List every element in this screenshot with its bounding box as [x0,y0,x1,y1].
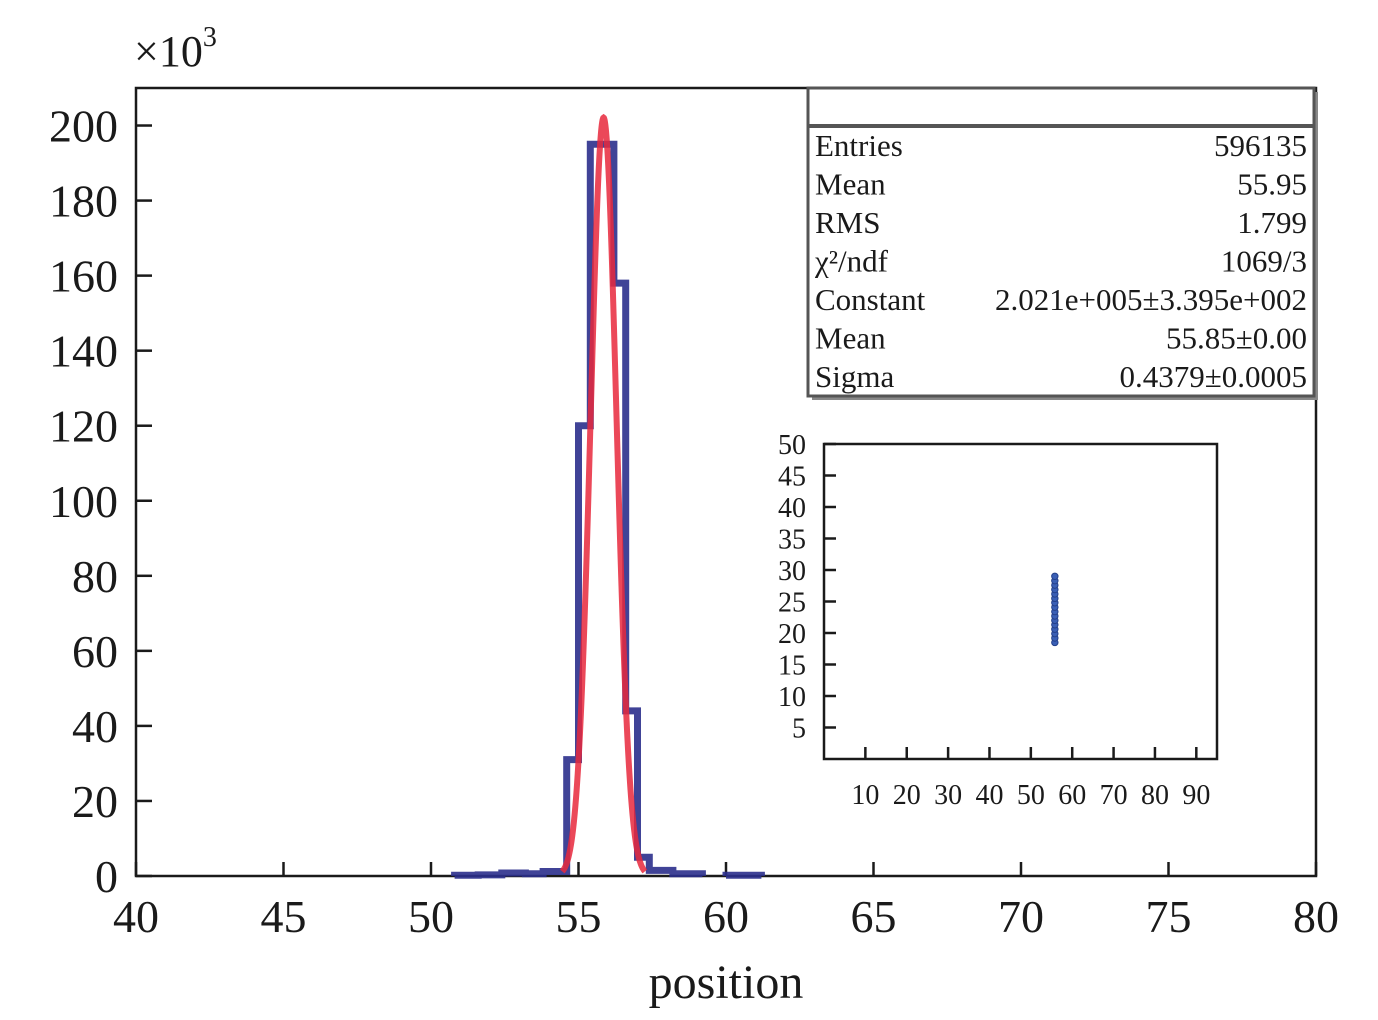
inset-x-tick-label: 40 [975,780,1003,811]
inset-y-tick-label: 20 [778,619,806,650]
y-tick-label: 20 [72,776,118,827]
y-tick-label: 120 [49,401,118,452]
inset-scatter-point [1051,572,1059,580]
y-tick-label: 40 [72,701,118,752]
fit-line [559,113,648,874]
stats-row-label: RMS [815,205,880,240]
x-tick-label: 60 [703,891,749,942]
x-axis-title: position [649,956,804,1009]
stats-box-frame [806,86,1316,398]
inset-y-tick-label: 15 [778,651,806,682]
stats-row-value: 0.4379±0.0005 [1119,359,1307,394]
y-tick-label: 60 [72,626,118,677]
y-multiplier-label: ×103 [134,22,217,76]
inset-y-tick-label: 50 [778,430,806,461]
inset-x-tick-label: 20 [893,780,921,811]
y-tick-label: 100 [49,476,118,527]
stats-row-value: 55.85±0.00 [1166,321,1307,356]
stats-row-value: 596135 [1214,128,1307,163]
gaussian-fit-curve [559,113,648,874]
inset-x-tick-label: 10 [851,780,879,811]
stats-row-value: 1069/3 [1221,244,1307,279]
inset-y-tick-label: 5 [792,714,806,745]
stats-row-label: Mean [815,321,886,356]
stats-row-label: Mean [815,167,886,202]
inset-x-tick-label: 60 [1058,780,1086,811]
inset-y-tick-label: 35 [778,525,806,556]
inset-y-tick-label: 45 [778,462,806,493]
stats-row-label: Constant [815,282,926,317]
stats-box: Entries 596135 Mean 55.95 RMS 1.799 χ²/ndf 1069… [806,86,1318,400]
stats-row-value: 1.799 [1237,205,1307,240]
main-axis-ticks: 40 45 50 55 60 65 70 75 800204060801001201401601… [49,101,1339,942]
inset-plot-frame [822,442,1219,761]
stats-row-label: χ²/ndf [814,244,889,279]
inset-x-tick-label: 70 [1100,780,1128,811]
inset-x-tick-label: 90 [1182,780,1210,811]
stats-row-value: 55.95 [1237,167,1307,202]
x-tick-label: 55 [556,891,602,942]
y-tick-label: 0 [95,851,118,902]
x-tick-label: 65 [851,891,897,942]
x-tick-label: 50 [408,891,454,942]
histogram-series [451,140,765,879]
inset-x-tick-label: 80 [1141,780,1169,811]
inset-y-tick-label: 30 [778,556,806,587]
stats-row-label: Entries [815,128,903,163]
y-tick-label: 140 [49,326,118,377]
inset-y-tick-label: 40 [778,493,806,524]
inset-y-tick-label: 25 [778,588,806,619]
inset-y-tick-label: 10 [778,682,806,713]
stats-rows: Entries 596135 Mean 55.95 RMS 1.799 χ²/ndf 1069… [814,128,1307,394]
x-tick-label: 40 [113,891,159,942]
stats-row-value: 2.021e+005±3.395e+002 [995,282,1307,317]
inset-x-tick-label: 50 [1017,780,1045,811]
x-tick-label: 75 [1146,891,1192,942]
stats-row-label: Sigma [815,359,894,394]
y-tick-label: 80 [72,551,118,602]
y-multiplier-base: ×10 [134,27,203,76]
y-tick-label: 200 [49,101,118,152]
inset-scatter-series [1051,572,1059,647]
inset-x-tick-label: 30 [934,780,962,811]
y-tick-label: 180 [49,176,118,227]
x-tick-label: 70 [998,891,1044,942]
y-tick-label: 160 [49,251,118,302]
x-tick-label: 45 [261,891,307,942]
y-multiplier-exponent: 3 [203,22,217,53]
histogram-outline [451,140,765,879]
x-tick-label: 80 [1293,891,1339,942]
